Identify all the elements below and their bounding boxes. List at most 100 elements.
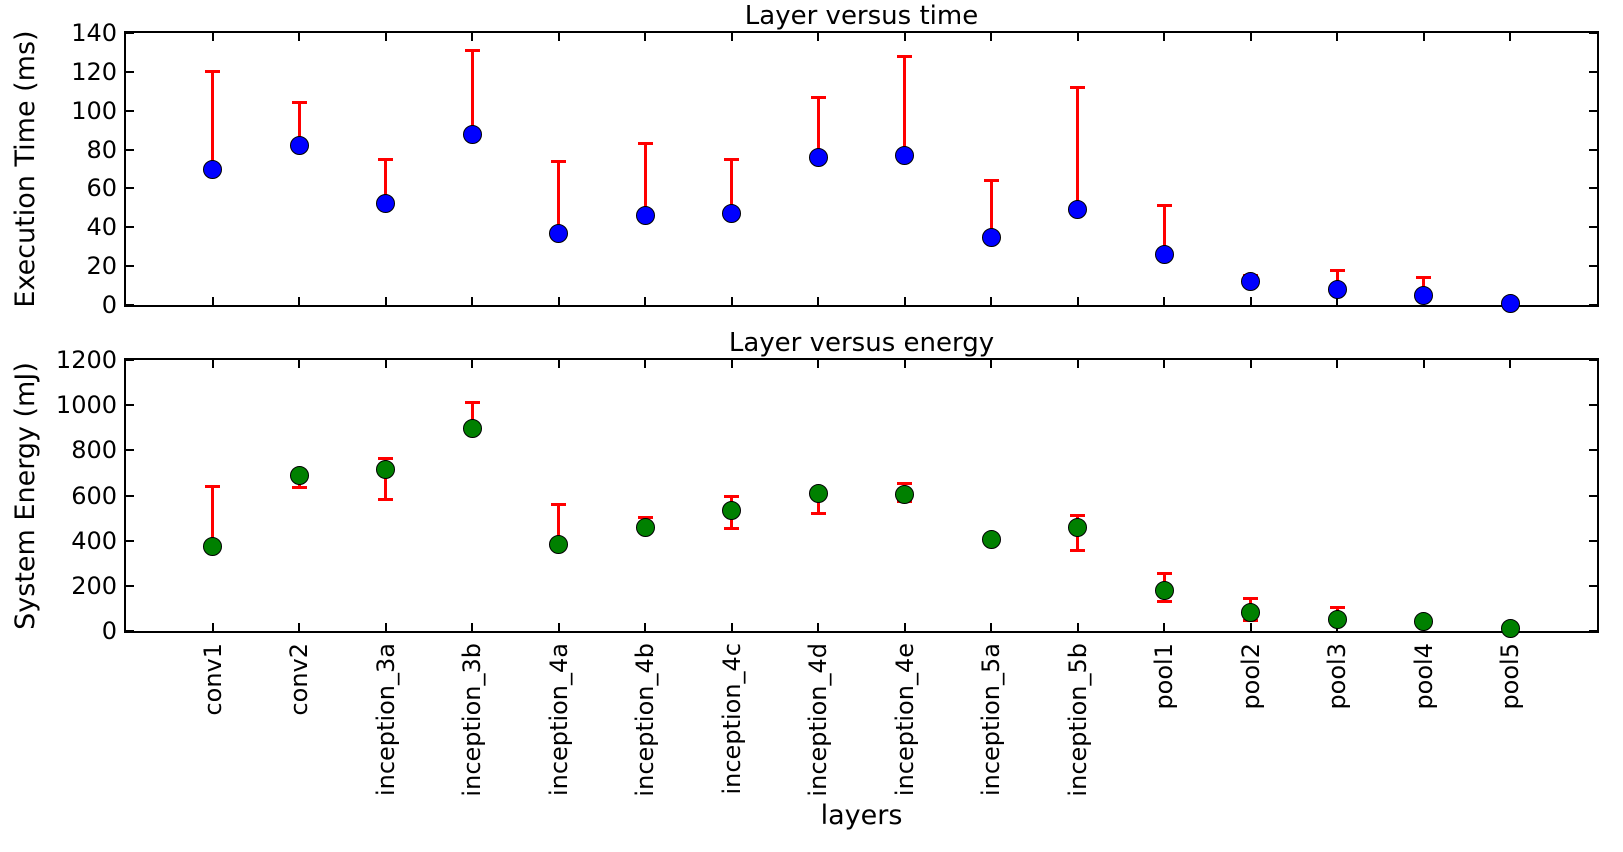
x-tick-mark [384, 33, 387, 41]
data-point-execution_time_ms-inception_3a [376, 194, 396, 214]
error-bar-cap [205, 167, 221, 171]
error-bar [297, 475, 301, 488]
y-tick-label: 800 [71, 436, 117, 465]
error-bar-cap [637, 526, 653, 530]
x-tick-mark [1076, 297, 1079, 305]
error-bar-cap [205, 544, 221, 548]
error-bar [816, 493, 820, 514]
energy-plot-area [124, 358, 1599, 638]
error-bar [1162, 573, 1166, 602]
error-bar [1162, 205, 1166, 255]
y-tick-mark [1589, 304, 1597, 306]
y-tick-mark [1589, 148, 1597, 151]
x-tick-mark [1076, 360, 1079, 368]
x-tick-mark [817, 33, 820, 41]
error-bar-cap [1070, 208, 1086, 212]
error-bar-cap [551, 503, 567, 507]
data-point-execution_time_ms-conv2 [289, 136, 309, 156]
y-tick-mark [1589, 109, 1597, 112]
energy-chart-title: Layer versus energy [728, 328, 995, 358]
error-bar [384, 159, 388, 204]
error-bar-cap [897, 499, 913, 503]
error-bar-cap [291, 101, 307, 105]
y-tick-mark [1589, 70, 1597, 73]
x-tick-mark [644, 623, 647, 631]
error-bar-cap [378, 202, 394, 206]
x-tick-mark [1336, 623, 1339, 631]
error-bar [211, 486, 215, 547]
y-tick-mark [1589, 539, 1597, 542]
y-tick-mark [126, 449, 134, 452]
x-tick-mark [1422, 623, 1425, 631]
data-point-system_energy_mj-pool3 [1327, 609, 1347, 629]
x-tick-mark [1422, 297, 1425, 305]
error-bar-cap [1329, 268, 1345, 272]
error-bar-cap [897, 54, 913, 58]
y-tick-mark [126, 359, 134, 361]
data-point-system_energy_mj-pool4 [1414, 612, 1434, 632]
y-tick-label: 20 [86, 252, 117, 281]
error-bar-cap [378, 498, 394, 502]
error-bar-cap [464, 48, 480, 52]
y-tick-mark [1589, 494, 1597, 497]
x-tick-mark [471, 297, 474, 305]
error-bar [643, 143, 647, 216]
error-bar-cap [1156, 600, 1172, 604]
x-tick-label: inception_4a [544, 643, 573, 797]
data-point-system_energy_mj-inception_3a [376, 460, 396, 480]
error-bar-cap [637, 515, 653, 519]
x-tick-mark [990, 623, 993, 631]
error-bar-cap [464, 132, 480, 136]
y-tick-label: 0 [101, 617, 117, 645]
error-bar [211, 71, 215, 169]
y-tick-mark [126, 70, 134, 73]
x-tick-mark [1076, 33, 1079, 41]
error-bar-cap [983, 179, 999, 183]
data-point-execution_time_ms-pool5 [1500, 293, 1520, 313]
data-point-system_energy_mj-pool1 [1154, 581, 1174, 601]
x-tick-mark [990, 297, 993, 305]
x-tick-label: pool2 [1236, 643, 1265, 710]
y-tick-label: 120 [71, 57, 117, 86]
y-tick-mark [1589, 584, 1597, 587]
x-tick-mark [384, 360, 387, 368]
error-bar [1076, 87, 1080, 210]
x-tick-mark [1422, 33, 1425, 41]
x-tick-mark [1163, 623, 1166, 631]
error-bar [1076, 515, 1080, 551]
y-tick-label: 400 [71, 526, 117, 555]
x-tick-label: conv1 [198, 643, 227, 716]
error-bar [730, 496, 734, 529]
error-bar-cap [464, 427, 480, 431]
x-tick-mark [644, 33, 647, 41]
error-bar [557, 504, 561, 545]
data-point-execution_time_ms-conv1 [203, 159, 223, 179]
data-point-system_energy_mj-inception_4c [722, 500, 742, 520]
data-point-execution_time_ms-inception_4e [895, 145, 915, 165]
error-bar-cap [291, 144, 307, 148]
y-tick-mark [126, 265, 134, 268]
x-tick-mark [817, 623, 820, 631]
x-tick-mark [730, 297, 733, 305]
data-point-execution_time_ms-pool2 [1241, 272, 1261, 292]
x-tick-mark [298, 623, 301, 631]
x-tick-label: inception_4b [631, 643, 660, 797]
y-tick-mark [126, 494, 134, 497]
error-bar-cap [724, 527, 740, 531]
time-plot-area [124, 31, 1599, 313]
x-tick-mark [903, 360, 906, 368]
y-tick-mark [1589, 404, 1597, 407]
error-bar [903, 483, 907, 502]
x-tick-mark [471, 33, 474, 41]
time-y-axis-label: Execution Time (ms) [10, 30, 41, 308]
x-tick-mark [298, 33, 301, 41]
error-bar-cap [1070, 549, 1086, 553]
x-tick-mark [557, 623, 560, 631]
error-bar-cap [1156, 252, 1172, 256]
x-tick-mark [298, 360, 301, 368]
x-tick-mark [817, 297, 820, 305]
error-bar-cap [1243, 280, 1259, 284]
error-bar [730, 159, 734, 214]
x-tick-mark [1336, 33, 1339, 41]
